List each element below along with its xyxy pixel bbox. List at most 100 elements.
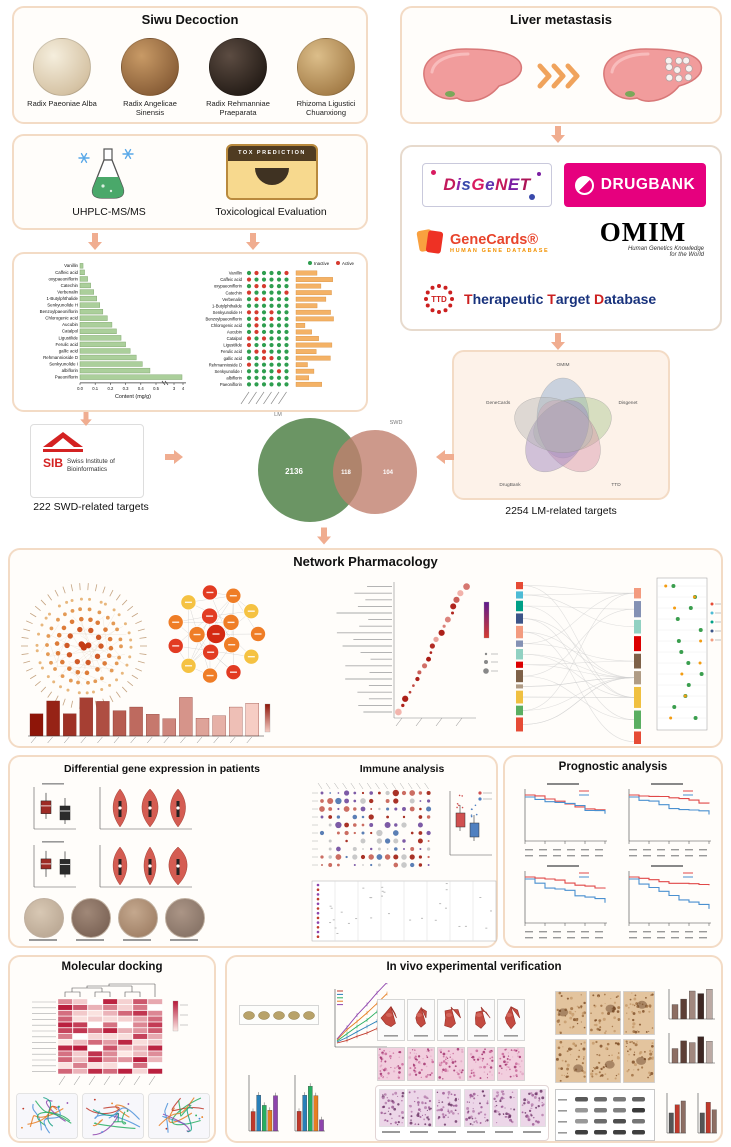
histology-image xyxy=(463,1089,490,1127)
histology-image xyxy=(379,1089,405,1127)
svg-text:Inactive: Inactive xyxy=(314,261,330,266)
ihc-tissue-image xyxy=(71,898,111,938)
svg-text:Ligustilide: Ligustilide xyxy=(58,335,78,340)
svg-text:Caffeic acid: Caffeic acid xyxy=(55,270,78,275)
svg-text:Aucubin: Aucubin xyxy=(227,330,243,335)
omim-logo: OMIM Human Genetics Knowledge for the Wo… xyxy=(572,219,714,267)
svg-text:gallic acid: gallic acid xyxy=(59,348,79,353)
panel-prognostic: Prognostic analysis xyxy=(503,755,723,948)
group-label xyxy=(494,1131,513,1133)
svg-text:Benzoylpaeoniflorin: Benzoylpaeoniflorin xyxy=(40,309,79,314)
histology-image xyxy=(407,1089,434,1127)
tumor-volume-bar-chart xyxy=(294,1075,325,1132)
mouse-tumor-photo xyxy=(407,999,435,1041)
svg-text:gallic acid: gallic acid xyxy=(224,356,243,361)
pathway-dot-panel xyxy=(656,577,721,731)
he-histology-image xyxy=(437,1047,465,1081)
liver-title: Liver metastasis xyxy=(510,12,612,27)
tox-dial-icon xyxy=(255,168,289,185)
svg-text:Senkyunolide H: Senkyunolide H xyxy=(47,303,78,308)
sankey-diagram xyxy=(516,582,641,744)
molecular-docking-structure xyxy=(82,1093,144,1139)
herb-photo xyxy=(209,38,267,96)
blot-quantification-chart xyxy=(666,1093,686,1134)
tissue-label xyxy=(76,939,104,941)
group-label xyxy=(523,1131,541,1133)
hub-gene-network xyxy=(167,584,266,684)
svg-text:Swiss Institute of: Swiss Institute of xyxy=(67,458,115,465)
svg-text:TTD: TTD xyxy=(611,482,621,488)
svg-text:Caffeic acid: Caffeic acid xyxy=(220,277,242,282)
genecards-subtitle: HUMAN GENE DATABASE xyxy=(450,248,550,254)
svg-text:albiflorin: albiflorin xyxy=(62,368,79,373)
herb-label: Radix Paeoniae Alba xyxy=(27,99,97,108)
kaplan-meier-plot xyxy=(628,783,711,857)
he-histology-image xyxy=(407,1047,435,1081)
panel-molecular-docking: Molecular docking xyxy=(8,955,216,1143)
group-label xyxy=(410,1131,429,1133)
svg-text:Disgenet: Disgenet xyxy=(619,400,639,406)
molecular-docking-structure xyxy=(148,1093,210,1139)
quantification-bar-chart xyxy=(668,1033,715,1064)
panel-network-pharmacology: Network Pharmacology xyxy=(8,548,723,748)
disgenet-dot-icon xyxy=(537,172,541,176)
ihc-microscopy-image xyxy=(589,1039,621,1083)
svg-text:SIB: SIB xyxy=(43,456,63,470)
genecards-text: GeneCards® xyxy=(450,232,539,248)
svg-text:Senkyunolide I: Senkyunolide I xyxy=(215,369,242,374)
svg-text:0.2: 0.2 xyxy=(107,386,113,391)
disgenet-text: DisGeNET xyxy=(443,175,531,194)
omim-subtitle-line2: for the World xyxy=(669,252,704,258)
svg-text:104: 104 xyxy=(383,470,394,476)
svg-text:Chlorogenic acid: Chlorogenic acid xyxy=(211,323,243,328)
flow-arrow-left xyxy=(436,450,454,464)
ihc-microscopy-image xyxy=(623,991,655,1035)
ihc-microscopy-image xyxy=(589,991,621,1035)
group-label xyxy=(466,1131,485,1133)
panel-compound-charts: Vanillin Caffeic acid oxypaeoniflorin Catec… xyxy=(12,252,368,412)
herb-item: Radix Rehmanniae Praeparata xyxy=(196,38,280,117)
svg-text:Aucubin: Aucubin xyxy=(62,322,78,327)
svg-text:Vanillin: Vanillin xyxy=(64,263,78,268)
herb-photo xyxy=(33,38,91,96)
svg-text:0.1: 0.1 xyxy=(92,386,98,391)
svg-text:OMIM: OMIM xyxy=(556,362,569,368)
ihc-tissue-image xyxy=(24,898,64,938)
herb-photo xyxy=(297,38,355,96)
svg-text:Bioinformatics: Bioinformatics xyxy=(67,466,107,473)
panel-invivo: In vivo experimental verification xyxy=(225,955,723,1143)
flow-arrow-down xyxy=(551,333,565,350)
svg-text:LM: LM xyxy=(274,412,282,418)
svg-text:1-Butylphthalide: 1-Butylphthalide xyxy=(47,296,79,301)
histology-image xyxy=(435,1089,462,1127)
herb-item: Radix Paeoniae Alba xyxy=(20,38,104,108)
tissue-label xyxy=(123,939,151,941)
expression-box-plot xyxy=(33,841,76,888)
mouse-tumor-photo xyxy=(497,999,525,1041)
panel-dge-immune: Differential gene expression in patients… xyxy=(8,755,498,948)
svg-text:118: 118 xyxy=(341,470,351,476)
tox-band-text: TOX PREDICTION xyxy=(238,150,306,156)
svg-text:Verbenalin: Verbenalin xyxy=(57,289,78,294)
invivo-title: In vivo experimental verification xyxy=(386,961,562,973)
tumor-photo-strip xyxy=(239,1005,319,1025)
ihc-microscopy-image xyxy=(555,991,587,1035)
drugbank-text: DRUGBANK xyxy=(600,176,696,193)
drugbank-logo: DRUGBANK xyxy=(564,163,706,207)
five-set-venn-diagram: OMIM Disgenet TTD DrugBank GeneCards xyxy=(486,362,639,488)
svg-text:Content (mg/g): Content (mg/g) xyxy=(115,394,151,400)
quantification-bar-chart xyxy=(668,989,715,1020)
svg-text:oxypaeoniflorin: oxypaeoniflorin xyxy=(48,276,78,281)
flow-arrow-down xyxy=(246,233,260,250)
herb-photo xyxy=(121,38,179,96)
histology-image xyxy=(520,1089,546,1127)
molecular-docking-structure xyxy=(16,1093,78,1139)
immune-cell-grid xyxy=(311,880,497,942)
ihc-tissue-image xyxy=(118,898,158,938)
svg-text:Ligustilide: Ligustilide xyxy=(223,343,242,348)
network-title: Network Pharmacology xyxy=(293,554,438,569)
